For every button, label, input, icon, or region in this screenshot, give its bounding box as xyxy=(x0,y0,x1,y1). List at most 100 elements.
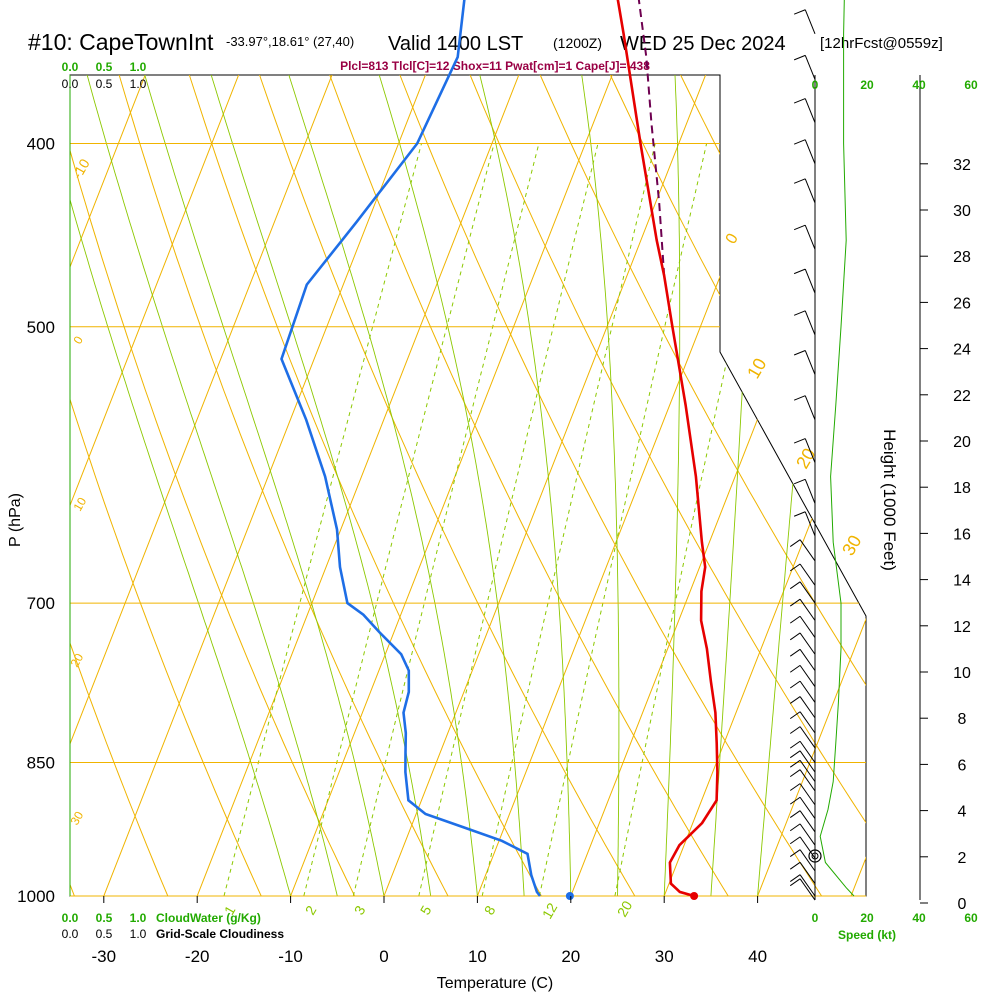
mixing-ratio-line xyxy=(538,143,708,896)
wind-barb-staff xyxy=(799,680,816,703)
dry-adiabat-line xyxy=(340,75,866,896)
wind-barb-flag xyxy=(793,395,806,401)
mixing-ratio-labels: 1 2 3 5 8 12 20 xyxy=(221,898,636,922)
dry-adiabat-label: 0 xyxy=(70,333,86,346)
chart-grid xyxy=(70,75,866,896)
cloudwater-axis: 0.0 0.0 0.5 0.5 1.0 1.0 0.0 0.0 0.5 0.5 1.0 1.0 xyxy=(62,60,147,941)
temperature-line xyxy=(616,0,719,898)
wind-barb-flag xyxy=(789,648,801,657)
height-tick-label: 10 xyxy=(953,665,971,682)
height-tick-label: 0 xyxy=(958,896,967,913)
temperature-tick-label: 30 xyxy=(655,947,674,966)
moist-adiabat-line xyxy=(122,75,432,896)
mixing-ratio-label: 2 xyxy=(302,903,320,918)
x-axis-label: Temperature (C) xyxy=(437,975,553,992)
wind-barb-flag xyxy=(789,796,801,805)
wind-barb-staff xyxy=(799,711,816,734)
wind-barb-staff xyxy=(799,665,816,687)
wind-barb-staff xyxy=(804,178,816,204)
mixing-ratio-line xyxy=(481,143,656,896)
wind-barb xyxy=(793,395,816,421)
wind-barb-flag xyxy=(789,810,801,818)
cloudiness-tick-label: 0.5 xyxy=(96,77,113,91)
height-tick-label: 22 xyxy=(953,388,971,405)
temperature-tick-label: 0 xyxy=(379,947,388,966)
isotherm-line xyxy=(181,75,657,896)
wind-barb-flag xyxy=(789,664,801,673)
isotherm-line xyxy=(461,75,866,896)
mixing-ratio-label: 3 xyxy=(351,903,369,918)
wind-barb-flag xyxy=(793,511,806,517)
wind-barb-staff xyxy=(799,740,816,763)
wind-barb xyxy=(793,438,816,463)
wind-barb xyxy=(789,861,816,884)
speed-tick-label: 60 xyxy=(964,911,978,925)
moist-adiabat-line xyxy=(70,75,385,896)
wind-barb-staff xyxy=(804,139,816,164)
valid-time: Valid 1400 LST xyxy=(388,33,523,55)
wind-barb xyxy=(789,598,816,621)
wind-barb xyxy=(793,98,816,123)
cloudiness-tick-label: 1.0 xyxy=(130,77,147,91)
wind-barb-flag xyxy=(793,178,806,184)
wind-barb xyxy=(789,539,816,562)
temperature-tick-label: -20 xyxy=(185,947,210,966)
height-tick-label: 14 xyxy=(953,573,971,590)
wind-barb xyxy=(789,615,816,638)
wind-barb xyxy=(789,874,816,897)
wind-barb-staff xyxy=(804,55,816,80)
wind-barb-flag xyxy=(789,740,801,749)
wind-barb-staff xyxy=(799,878,816,901)
isotherm-line xyxy=(70,75,470,896)
wind-barb xyxy=(793,310,816,336)
mixing-ratio-line xyxy=(352,143,540,896)
speed-axis-label: Speed (kt) xyxy=(838,928,896,942)
height-tick-label: 24 xyxy=(953,342,971,359)
wind-barb xyxy=(789,769,816,792)
wind-barb-staff xyxy=(799,760,816,782)
wind-barb-flag xyxy=(789,581,801,590)
wind-barb xyxy=(789,726,816,749)
temperature-tick-label: 10 xyxy=(468,947,487,966)
wind-barb xyxy=(793,268,816,294)
cloudwater-tick-label: 1.0 xyxy=(130,911,147,925)
dry-adiabat-line xyxy=(154,75,659,896)
wind-barb-staff xyxy=(799,726,816,749)
wind-barb-staff xyxy=(804,350,816,375)
mixing-ratio-line xyxy=(303,143,495,896)
dry-adiabat-line xyxy=(70,75,281,896)
wind-barb xyxy=(789,750,816,773)
speed-tick-label: 20 xyxy=(860,911,874,925)
wind-barbs xyxy=(789,9,816,901)
isotherm-line xyxy=(741,75,866,896)
wind-barb xyxy=(793,9,816,35)
cloudwater-tick-label: 1.0 xyxy=(130,60,147,74)
wind-barb-flag xyxy=(793,350,806,356)
wind-barb-staff xyxy=(799,823,816,846)
wind-barb-flag xyxy=(789,632,801,641)
wind-barb-staff xyxy=(804,310,816,336)
wind-barb xyxy=(789,796,816,819)
wind-barb-flag xyxy=(793,268,806,275)
wind-barb xyxy=(789,664,816,687)
dry-adiabat-line xyxy=(70,75,470,896)
wind-barb xyxy=(789,849,816,872)
wind-barb-staff xyxy=(799,836,816,859)
moist-adiabat-line xyxy=(194,75,478,896)
utc-time: (1200Z) xyxy=(553,35,602,51)
wind-barb-staff xyxy=(804,98,816,123)
wind-barb xyxy=(793,178,816,204)
dewpoint-surface-marker xyxy=(565,892,574,900)
wind-barb-flag xyxy=(789,823,801,832)
cloudiness-tick-label: 0.5 xyxy=(96,927,113,941)
isotherm-line xyxy=(274,75,751,896)
height-tick-label: 26 xyxy=(953,295,971,312)
temperature-tick-label: -30 xyxy=(92,947,117,966)
moist-adiabat-line xyxy=(70,75,292,896)
moist-adiabat-line xyxy=(282,75,525,896)
wind-barb-staff xyxy=(799,539,816,562)
